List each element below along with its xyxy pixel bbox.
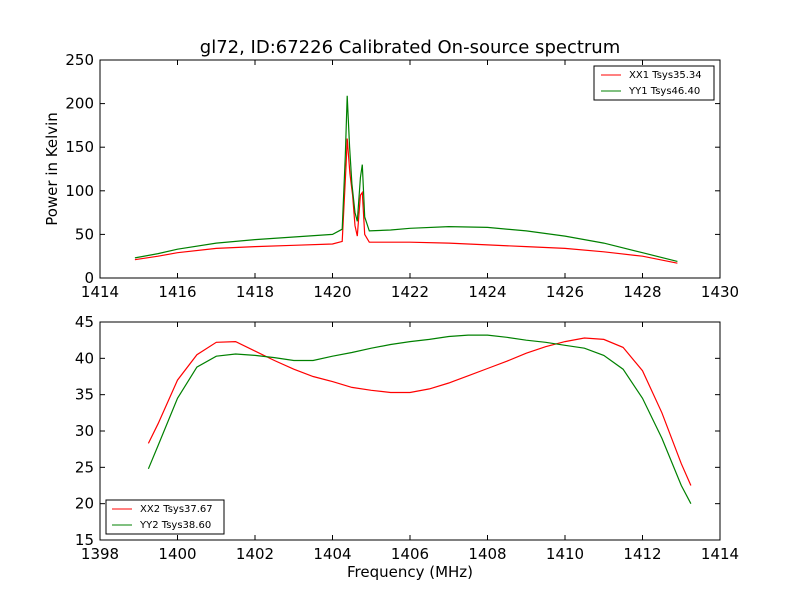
bottom-plot: 1398 1400 1402 1404 1406 1408 1410 1412 1414 15 2… (75, 313, 739, 581)
top-legend-box (593, 65, 715, 101)
x-tick-label: 1408 (468, 545, 506, 563)
y-tick-label: 40 (75, 349, 94, 367)
y-tick-label: 20 (75, 495, 94, 513)
y-tick-label: 30 (75, 422, 94, 440)
x-tick-label: 1402 (236, 545, 274, 563)
x-tick-label: 1422 (391, 283, 429, 301)
y-tick-label: 50 (75, 225, 94, 243)
x-tick-label: 1406 (391, 545, 429, 563)
x-tick-label: 1410 (546, 545, 584, 563)
y-axis-label: Power in Kelvin (43, 112, 61, 226)
chart-title: gl72, ID:67226 Calibrated On-source spec… (200, 37, 620, 58)
y-tick-label: 150 (65, 138, 94, 156)
x-tick-label: 1414 (701, 545, 739, 563)
x-tick-label: 1426 (546, 283, 584, 301)
x-tick-label: 1416 (158, 283, 196, 301)
bottom-legend: XX2 Tsys37.67 YY2 Tsys38.60 (105, 499, 225, 535)
y-tick-label: 200 (65, 95, 94, 113)
legend-label-xx2: XX2 Tsys37.67 (140, 504, 213, 515)
legend-label-yy1: YY1 Tsys46.40 (628, 86, 700, 97)
top-plot: 1414 1416 1418 1420 1422 1424 1426 1428 1430 0 50… (43, 51, 739, 301)
bottom-legend-box (105, 499, 225, 535)
x-tick-label: 1414 (81, 283, 119, 301)
x-tick-label: 1428 (623, 283, 661, 301)
series-line-1-1 (147, 334, 692, 504)
y-tick-label: 250 (65, 51, 94, 69)
y-tick-label: 45 (75, 313, 94, 331)
x-tick-label: 1424 (468, 283, 506, 301)
x-tick-label: 1398 (81, 545, 119, 563)
series-line-1-0 (147, 337, 692, 486)
top-legend: XX1 Tsys35.34 YY1 Tsys46.40 (593, 65, 715, 101)
x-tick-label: 1404 (313, 545, 351, 563)
series-line-0-1 (134, 95, 678, 262)
y-tick-label: 100 (65, 182, 94, 200)
x-tick-label: 1420 (313, 283, 351, 301)
x-tick-label: 1400 (158, 545, 196, 563)
y-tick-label: 35 (75, 386, 94, 404)
y-tick-label: 25 (75, 458, 94, 476)
x-tick-label: 1412 (623, 545, 661, 563)
legend-label-xx1: XX1 Tsys35.34 (629, 70, 702, 81)
legend-label-yy2: YY2 Tsys38.60 (139, 520, 211, 531)
y-tick-label: 15 (75, 531, 94, 549)
x-tick-label: 1418 (236, 283, 274, 301)
x-tick-label: 1430 (701, 283, 739, 301)
y-tick-label: 0 (84, 269, 94, 287)
x-axis-label: Frequency (MHz) (347, 563, 473, 581)
series-line-0-0 (134, 138, 678, 264)
